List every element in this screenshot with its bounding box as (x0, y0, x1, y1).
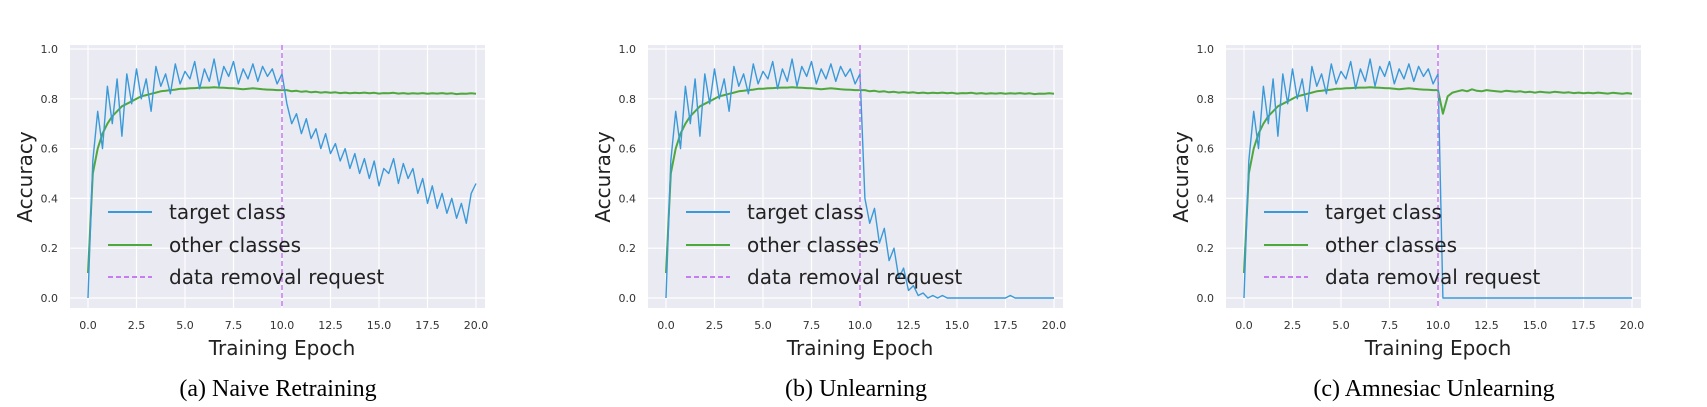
x-tick-label: 0.0 (657, 319, 675, 332)
legend-label: data removal request (747, 265, 962, 289)
y-tick-label: 0.4 (1197, 192, 1215, 205)
legend-label: target class (1325, 200, 1442, 224)
y-tick-label: 0.2 (1197, 242, 1215, 255)
x-tick-label: 10.0 (848, 319, 873, 332)
x-tick-label: 0.0 (79, 319, 97, 332)
x-tick-label: 5.0 (1332, 319, 1350, 332)
legend-label: target class (747, 200, 864, 224)
x-tick-label: 2.5 (128, 319, 146, 332)
subfigure-caption: (b) Unlearning (785, 376, 927, 402)
x-tick-label: 17.5 (1571, 319, 1596, 332)
legend-label: other classes (1325, 233, 1457, 257)
legend: target class other classes data removal re… (686, 200, 962, 289)
y-tick-label: 0.8 (41, 93, 59, 106)
x-tick-label: 12.5 (1474, 319, 1499, 332)
y-tick-label: 0.6 (1197, 143, 1215, 156)
y-tick-label: 0.0 (1197, 292, 1215, 305)
x-tick-label: 20.0 (1620, 319, 1645, 332)
subfigure-caption: (a) Naive Retraining (179, 376, 376, 402)
x-tick-label: 10.0 (270, 319, 295, 332)
y-axis-label: Accuracy (1169, 131, 1193, 222)
y-tick-label: 0.8 (619, 93, 637, 106)
legend-label: target class (169, 200, 286, 224)
y-tick-label: 0.6 (41, 143, 59, 156)
x-axis-label: Training Epoch (1364, 336, 1512, 360)
legend: target class other classes data removal re… (108, 200, 384, 289)
legend-label: data removal request (169, 265, 384, 289)
x-tick-label: 20.0 (1042, 319, 1067, 332)
x-tick-label: 17.5 (415, 319, 440, 332)
x-tick-label: 15.0 (1523, 319, 1548, 332)
x-tick-label: 5.0 (176, 319, 194, 332)
x-tick-label: 2.5 (706, 319, 724, 332)
x-tick-label: 15.0 (945, 319, 970, 332)
legend: target class other classes data removal re… (1264, 200, 1540, 289)
x-tick-label: 10.0 (1426, 319, 1451, 332)
x-tick-label: 7.5 (803, 319, 821, 332)
y-tick-label: 0.0 (41, 292, 59, 305)
y-tick-label: 0.4 (41, 192, 59, 205)
x-tick-label: 5.0 (754, 319, 772, 332)
y-tick-label: 0.2 (619, 242, 637, 255)
subfigure-caption: (c) Amnesiac Unlearning (1313, 376, 1554, 402)
y-tick-label: 0.8 (1197, 93, 1215, 106)
chart-panel-0: 0.0 2.5 5.0 7.5 10.0 12.5 15.0 17.5 20.0 0.0 0.2 0.… (13, 43, 488, 402)
legend-label: other classes (169, 233, 301, 257)
x-tick-label: 12.5 (896, 319, 921, 332)
chart-panel-1: 0.0 2.5 5.0 7.5 10.0 12.5 15.0 17.5 20.0 0.0 0.2 0.… (591, 43, 1066, 402)
x-tick-label: 0.0 (1235, 319, 1253, 332)
y-tick-label: 1.0 (619, 43, 637, 56)
x-tick-label: 20.0 (464, 319, 489, 332)
y-tick-label: 0.6 (619, 143, 637, 156)
x-tick-label: 7.5 (1381, 319, 1399, 332)
chart-panel-2: 0.0 2.5 5.0 7.5 10.0 12.5 15.0 17.5 20.0 0.0 0.2 0.… (1169, 43, 1644, 402)
y-axis-label: Accuracy (13, 131, 37, 222)
x-tick-label: 17.5 (993, 319, 1018, 332)
x-axis-label: Training Epoch (208, 336, 356, 360)
y-tick-label: 1.0 (1197, 43, 1215, 56)
x-tick-label: 12.5 (318, 319, 343, 332)
x-axis-label: Training Epoch (786, 336, 934, 360)
y-tick-label: 0.0 (619, 292, 637, 305)
x-tick-label: 15.0 (367, 319, 392, 332)
y-axis-label: Accuracy (591, 131, 615, 222)
x-tick-label: 7.5 (225, 319, 243, 332)
y-tick-label: 0.4 (619, 192, 637, 205)
y-tick-label: 0.2 (41, 242, 59, 255)
x-tick-label: 2.5 (1284, 319, 1302, 332)
y-tick-label: 1.0 (41, 43, 59, 56)
legend-label: other classes (747, 233, 879, 257)
legend-label: data removal request (1325, 265, 1540, 289)
